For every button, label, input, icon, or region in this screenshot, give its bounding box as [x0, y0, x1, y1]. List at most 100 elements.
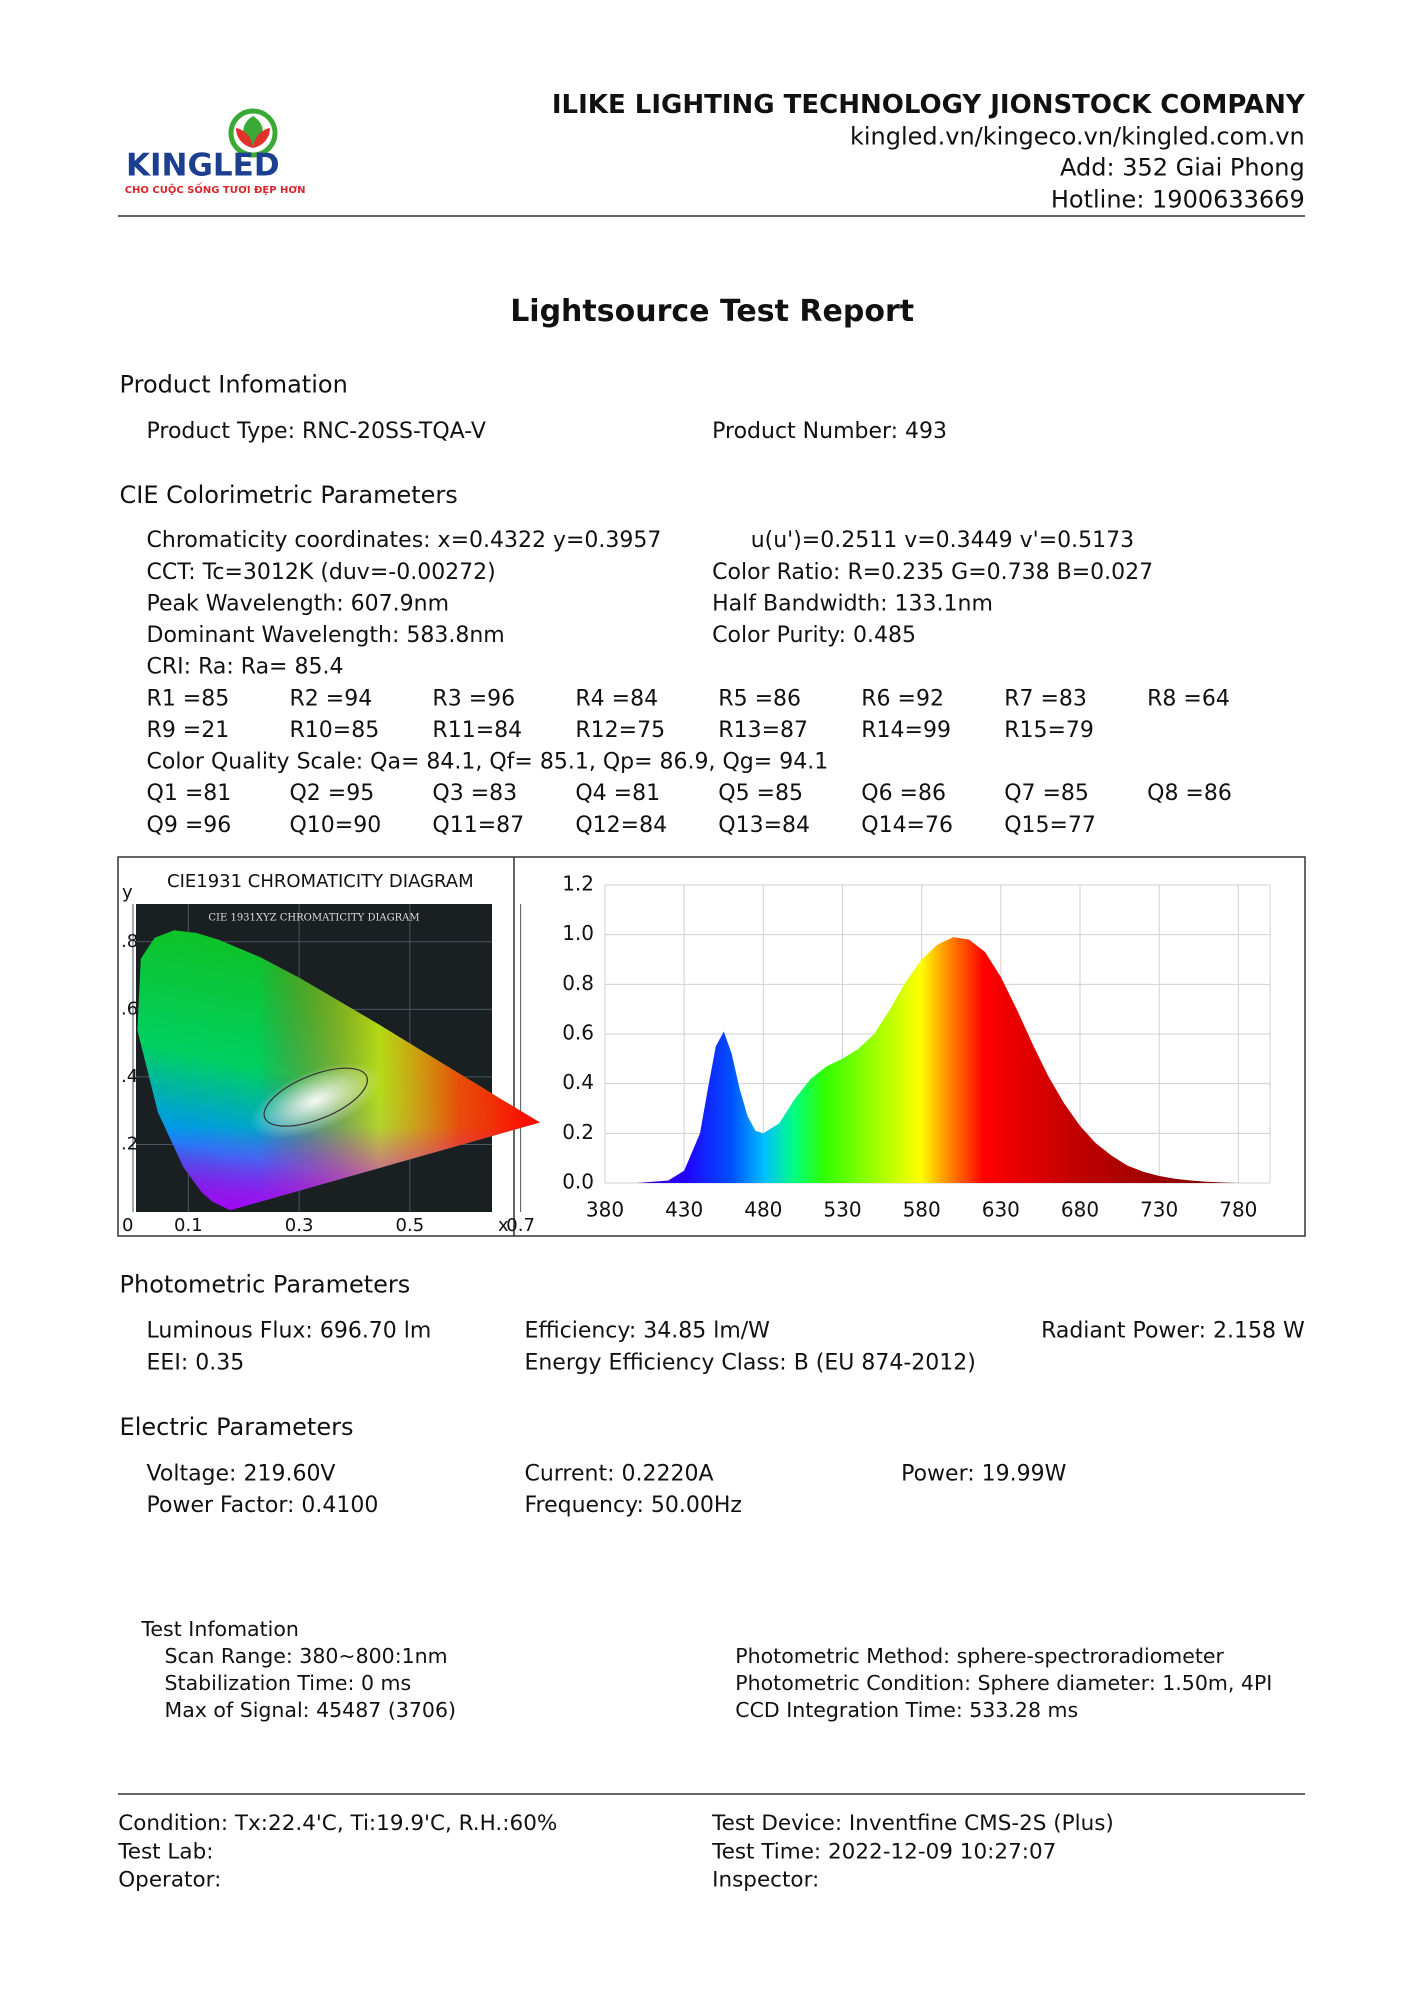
test-info-text: Max of Signal: 45487 (3706)	[165, 1698, 456, 1722]
param-text: Q14=76	[861, 813, 953, 838]
param-text: Q3 =83	[432, 781, 517, 806]
param-text: Radiant Power: 2.158 W	[1041, 1319, 1305, 1344]
param-text: R9 =21	[147, 718, 230, 743]
y-tick-label: 0.6	[562, 1021, 594, 1045]
y-tick-label: .4	[121, 1066, 138, 1087]
x-tick-label: 780	[1219, 1198, 1257, 1222]
cie-title: CIE1931 CHROMATICITY DIAGRAM	[167, 871, 474, 892]
param-text: Power Factor: 0.4100	[147, 1493, 379, 1518]
param-text: CRI: Ra: Ra= 85.4	[147, 655, 344, 680]
param-text: Q12=84	[575, 813, 667, 838]
footer-text: Test Device: Inventfine CMS-2S (Plus)	[711, 1811, 1114, 1836]
test-info-text: Photometric Condition: Sphere diameter: …	[735, 1671, 1272, 1695]
param-text: Color Purity: 0.485	[712, 623, 916, 648]
param-text: Q5 =85	[718, 781, 803, 806]
param-text: Energy Efficiency Class: B (EU 874-2012)	[524, 1350, 975, 1375]
param-text: Product Type: RNC-20SS-TQA-V	[147, 419, 486, 444]
y-tick-label: 0.8	[562, 971, 594, 995]
param-text: Q8 =86	[1147, 781, 1232, 806]
footer-text: Inspector:	[712, 1868, 819, 1893]
y-tick-label: .8	[121, 931, 138, 952]
param-text: Peak Wavelength: 607.9nm	[147, 591, 450, 616]
test-info-heading: Test Infomation	[140, 1617, 298, 1641]
param-text: R6 =92	[861, 686, 944, 711]
test-info-text: CCD Integration Time: 533.28 ms	[735, 1698, 1078, 1722]
company-name: ILIKE LIGHTING TECHNOLOGY JIONSTOCK COMP…	[552, 90, 1306, 120]
param-text: Color Quality Scale: Qa= 84.1, Qf= 85.1,…	[147, 750, 829, 775]
param-text: R3 =96	[432, 686, 515, 711]
param-text: Product Number: 493	[712, 419, 947, 444]
param-text: EEI: 0.35	[147, 1350, 245, 1375]
y-axis-label: y	[122, 882, 133, 903]
param-text: Q6 =86	[861, 781, 946, 806]
x-tick-label: 480	[744, 1198, 782, 1222]
x-tick-label: 530	[823, 1198, 861, 1222]
x-tick-label: 580	[903, 1198, 941, 1222]
param-text: Q2 =95	[289, 781, 374, 806]
param-text: R11=84	[432, 718, 522, 743]
param-text: Q10=90	[289, 813, 381, 838]
param-text: Q15=77	[1004, 813, 1096, 838]
y-tick-label: .2	[121, 1133, 138, 1154]
y-tick-label: 1.0	[562, 921, 594, 945]
param-text: Q13=84	[718, 813, 810, 838]
y-tick-label: 0.4	[562, 1070, 594, 1094]
x-tick-label: 730	[1140, 1198, 1178, 1222]
param-text: R1 =85	[147, 686, 230, 711]
test-info-text: Stabilization Time: 0 ms	[165, 1671, 412, 1695]
param-text: Efficiency: 34.85 lm/W	[524, 1319, 770, 1344]
footer-text: Operator:	[118, 1868, 221, 1893]
x-tick-label: 0.5	[396, 1215, 425, 1236]
param-text: R2 =94	[289, 686, 372, 711]
section-heading: Product Infomation	[120, 371, 348, 399]
x-tick-label: 0.7	[506, 1215, 535, 1236]
footer-text: Condition: Tx:22.4'C, Ti:19.9'C, R.H.:60…	[118, 1811, 557, 1836]
param-text: u(u')=0.2511 v=0.3449 v'=0.5173	[751, 528, 1134, 553]
param-text: Q9 =96	[147, 813, 232, 838]
param-text: Q11=87	[432, 813, 524, 838]
param-text: R13=87	[718, 718, 808, 743]
x-axis-label: x	[498, 1215, 509, 1236]
footer-text: Test Time: 2022-12-09 10:27:07	[711, 1839, 1056, 1864]
param-text: Luminous Flux: 696.70 lm	[147, 1319, 432, 1344]
x-tick-label: 0	[122, 1215, 133, 1236]
cie-white-area	[249, 1062, 382, 1139]
x-tick-label: 430	[665, 1198, 703, 1222]
address: Add: 352 Giai Phong	[1060, 153, 1305, 181]
website: kingled.vn/kingeco.vn/kingled.com.vn	[850, 123, 1305, 151]
param-text: Q4 =81	[575, 781, 660, 806]
x-tick-label: 630	[982, 1198, 1020, 1222]
y-tick-label: 0.0	[562, 1170, 594, 1194]
y-tick-label: 0.2	[562, 1120, 594, 1144]
x-tick-label: 0.3	[285, 1215, 314, 1236]
param-text: Voltage: 219.60V	[147, 1461, 336, 1486]
param-text: R5 =86	[718, 686, 801, 711]
param-text: Current: 0.2220A	[524, 1461, 713, 1486]
param-text: Dominant Wavelength: 583.8nm	[147, 623, 505, 648]
test-info-text: Photometric Method: sphere-spectroradiom…	[735, 1644, 1224, 1668]
param-text: R12=75	[575, 718, 665, 743]
x-tick-label: 680	[1061, 1198, 1099, 1222]
param-text: R7 =83	[1004, 686, 1087, 711]
test-info-text: Scan Range: 380~800:1nm	[165, 1644, 448, 1668]
y-tick-label: .6	[121, 998, 138, 1019]
footer-text: Test Lab:	[117, 1839, 213, 1864]
param-text: Q1 =81	[147, 781, 232, 806]
param-text: R15=79	[1004, 718, 1094, 743]
param-text: R14=99	[861, 718, 951, 743]
param-text: Chromaticity coordinates: x=0.4322 y=0.3…	[147, 528, 662, 553]
logo-brand: KINGLED	[126, 148, 280, 184]
cie-inner-title: CIE 1931XYZ CHROMATICITY DIAGRAM	[208, 913, 419, 924]
cie-ellipse	[263, 1067, 368, 1127]
param-text: R10=85	[289, 718, 379, 743]
x-tick-label: 380	[586, 1198, 624, 1222]
param-text: Power: 19.99W	[901, 1461, 1067, 1486]
y-tick-label: 1.2	[562, 872, 594, 896]
spectrum-area	[605, 937, 1239, 1183]
section-heading: CIE Colorimetric Parameters	[120, 481, 458, 509]
param-text: R4 =84	[575, 686, 658, 711]
param-text: Frequency: 50.00Hz	[524, 1493, 742, 1518]
hotline: Hotline: 1900633669	[1051, 186, 1305, 214]
